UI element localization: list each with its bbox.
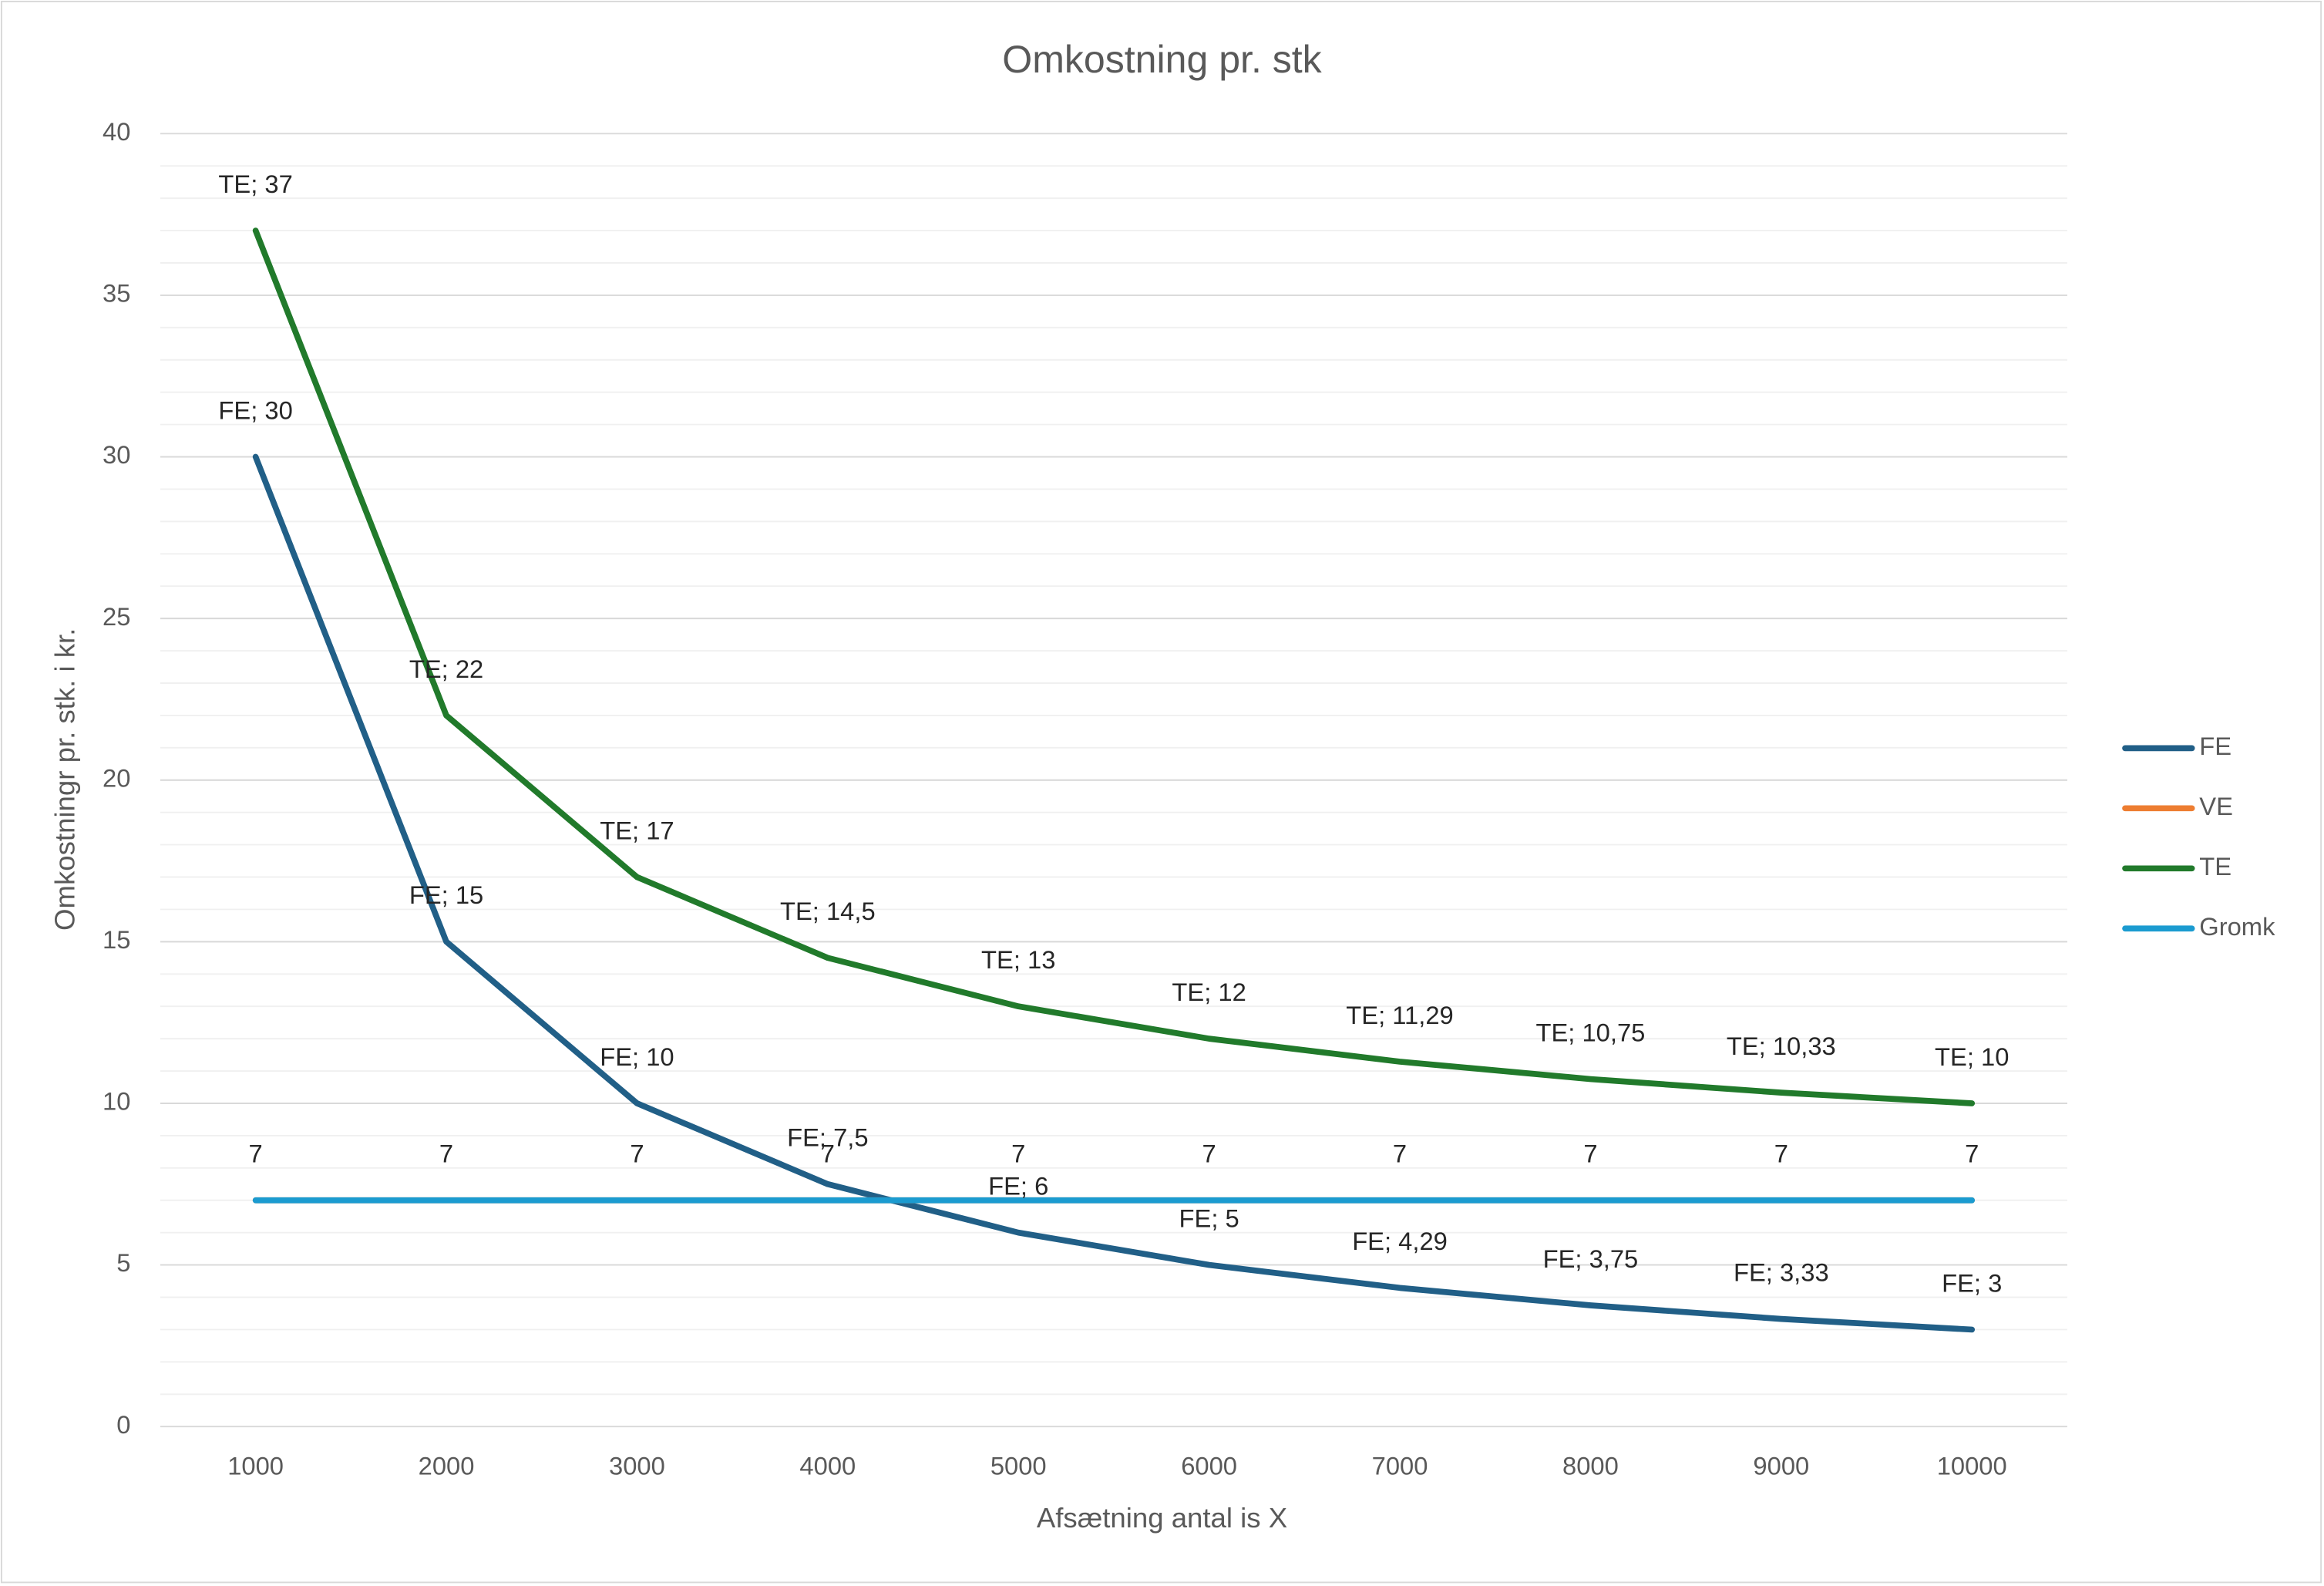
x-tick-label: 6000 <box>1181 1452 1237 1480</box>
data-label: TE; 10,33 <box>1727 1032 1836 1060</box>
y-axis-label: Omkostningr pr. stk. i kr. <box>49 628 80 931</box>
y-tick-label: 25 <box>103 602 130 631</box>
data-label: TE; 13 <box>981 945 1055 974</box>
y-tick-label: 20 <box>103 763 130 792</box>
x-tick-label: 2000 <box>419 1452 475 1480</box>
data-label: FE; 30 <box>218 396 292 424</box>
data-label: TE; 11,29 <box>1346 1001 1453 1029</box>
data-label: 7 <box>249 1140 263 1168</box>
y-tick-label: 40 <box>103 117 130 146</box>
data-label: TE; 22 <box>409 655 483 683</box>
data-label: TE; 12 <box>1172 978 1246 1006</box>
data-label: FE; 3,75 <box>1543 1244 1639 1273</box>
data-label: 7 <box>1965 1140 1979 1168</box>
y-tick-label: 5 <box>116 1248 130 1277</box>
data-label: 7 <box>630 1140 644 1168</box>
x-tick-label: 5000 <box>990 1452 1047 1480</box>
data-label: 7 <box>439 1140 453 1168</box>
y-tick-label: 15 <box>103 925 130 954</box>
data-label: FE; 3,33 <box>1734 1258 1829 1286</box>
x-tick-label: 3000 <box>609 1452 665 1480</box>
legend-label: TE <box>2199 852 2232 881</box>
data-label: FE; 5 <box>1179 1204 1239 1232</box>
chart-title: Omkostning pr. stk <box>1002 38 1322 81</box>
series-line <box>252 453 1976 1333</box>
data-label: FE; 10 <box>600 1042 674 1071</box>
data-label: TE; 14,5 <box>780 897 876 925</box>
x-tick-label: 10000 <box>1937 1452 2007 1480</box>
legend-label: Gromk <box>2199 912 2275 941</box>
data-label: FE; 15 <box>409 881 483 909</box>
x-tick-label: 8000 <box>1562 1452 1619 1480</box>
data-label: 7 <box>1202 1140 1216 1168</box>
y-tick-label: 35 <box>103 279 130 308</box>
legend-label: VE <box>2199 792 2233 820</box>
data-label: TE; 10 <box>1935 1042 2009 1071</box>
x-tick-label: 4000 <box>799 1452 856 1480</box>
data-label: 7 <box>1774 1140 1788 1168</box>
data-label: 7 <box>821 1140 835 1168</box>
data-label: TE; 37 <box>218 170 292 198</box>
y-tick-label: 10 <box>103 1087 130 1116</box>
data-label: FE; 7,5 <box>787 1123 868 1152</box>
data-label: FE; 4,29 <box>1352 1227 1448 1255</box>
y-tick-label: 30 <box>103 440 130 469</box>
series-line <box>252 227 1976 1106</box>
data-label: FE; 6 <box>988 1172 1048 1200</box>
data-label: TE; 10,75 <box>1535 1018 1645 1046</box>
y-tick-label: 0 <box>116 1410 130 1439</box>
x-tick-label: 7000 <box>1372 1452 1428 1480</box>
x-tick-label: 1000 <box>227 1452 284 1480</box>
x-axis-label: Afsætning antal is X <box>1037 1502 1287 1534</box>
data-label: 7 <box>1393 1140 1407 1168</box>
data-label: 7 <box>1583 1140 1597 1168</box>
x-tick-label: 9000 <box>1753 1452 1809 1480</box>
data-label: FE; 3 <box>1942 1268 2002 1297</box>
legend-label: FE <box>2199 732 2232 760</box>
data-label: TE; 17 <box>600 816 674 844</box>
data-label: 7 <box>1011 1140 1025 1168</box>
